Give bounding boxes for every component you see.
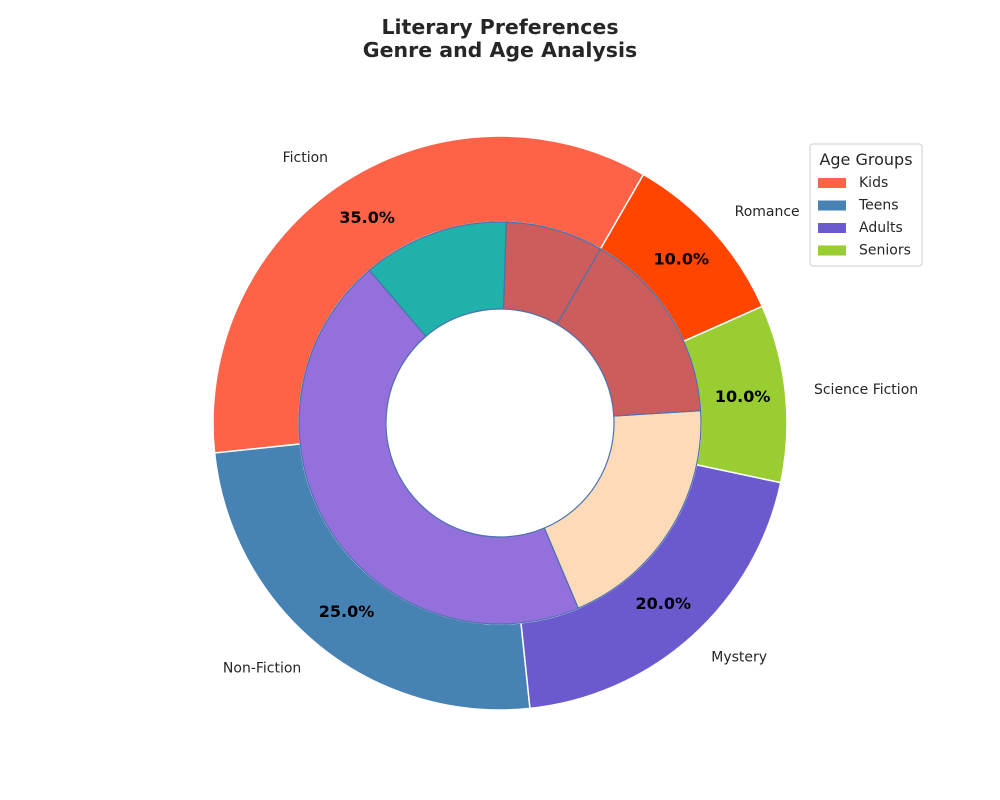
legend-frame <box>809 143 923 267</box>
percent-label-romance: 10.0% <box>654 249 710 268</box>
inner-slice-5 <box>556 248 702 417</box>
legend-label-seniors: Seniors <box>859 243 911 259</box>
chart-title-line-2: Genre and Age Analysis <box>363 38 637 62</box>
legend-label-kids: Kids <box>859 175 888 191</box>
legend-items: Kids Teens Adults Seniors <box>818 175 911 259</box>
percent-label-mystery: 20.0% <box>635 594 691 613</box>
category-label-fiction: Fiction <box>283 150 328 166</box>
category-label-non-fiction: Non-Fiction <box>223 660 301 676</box>
legend-title: Age Groups <box>819 150 912 169</box>
legend-swatch-teens <box>818 200 846 211</box>
legend-swatch-seniors <box>818 245 846 256</box>
percentage-labels: 35.0% 25.0% 20.0% 10.0% 10.0% <box>319 208 771 621</box>
category-label-romance: Romance <box>735 204 800 220</box>
legend-label-adults: Adults <box>859 220 903 236</box>
percent-label-non-fiction: 25.0% <box>319 602 375 621</box>
legend-swatch-adults <box>818 223 846 233</box>
legend-swatch-kids <box>818 178 846 188</box>
inner-ring <box>298 221 702 625</box>
category-label-mystery: Mystery <box>711 650 767 666</box>
percent-label-fiction: 35.0% <box>339 208 395 227</box>
category-label-science-fiction: Science Fiction <box>814 382 918 398</box>
percent-label-science-fiction: 10.0% <box>715 387 771 406</box>
category-labels: Fiction Non-Fiction Mystery Science Fiction… <box>223 150 918 676</box>
inner-slice-3 <box>298 269 580 625</box>
legend-label-teens: Teens <box>858 198 899 214</box>
inner-slice-4 <box>543 410 702 609</box>
legend: Age Groups Kids Teens Adults Seniors <box>809 143 923 267</box>
chart-title-line-1: Literary Preferences <box>381 15 618 39</box>
